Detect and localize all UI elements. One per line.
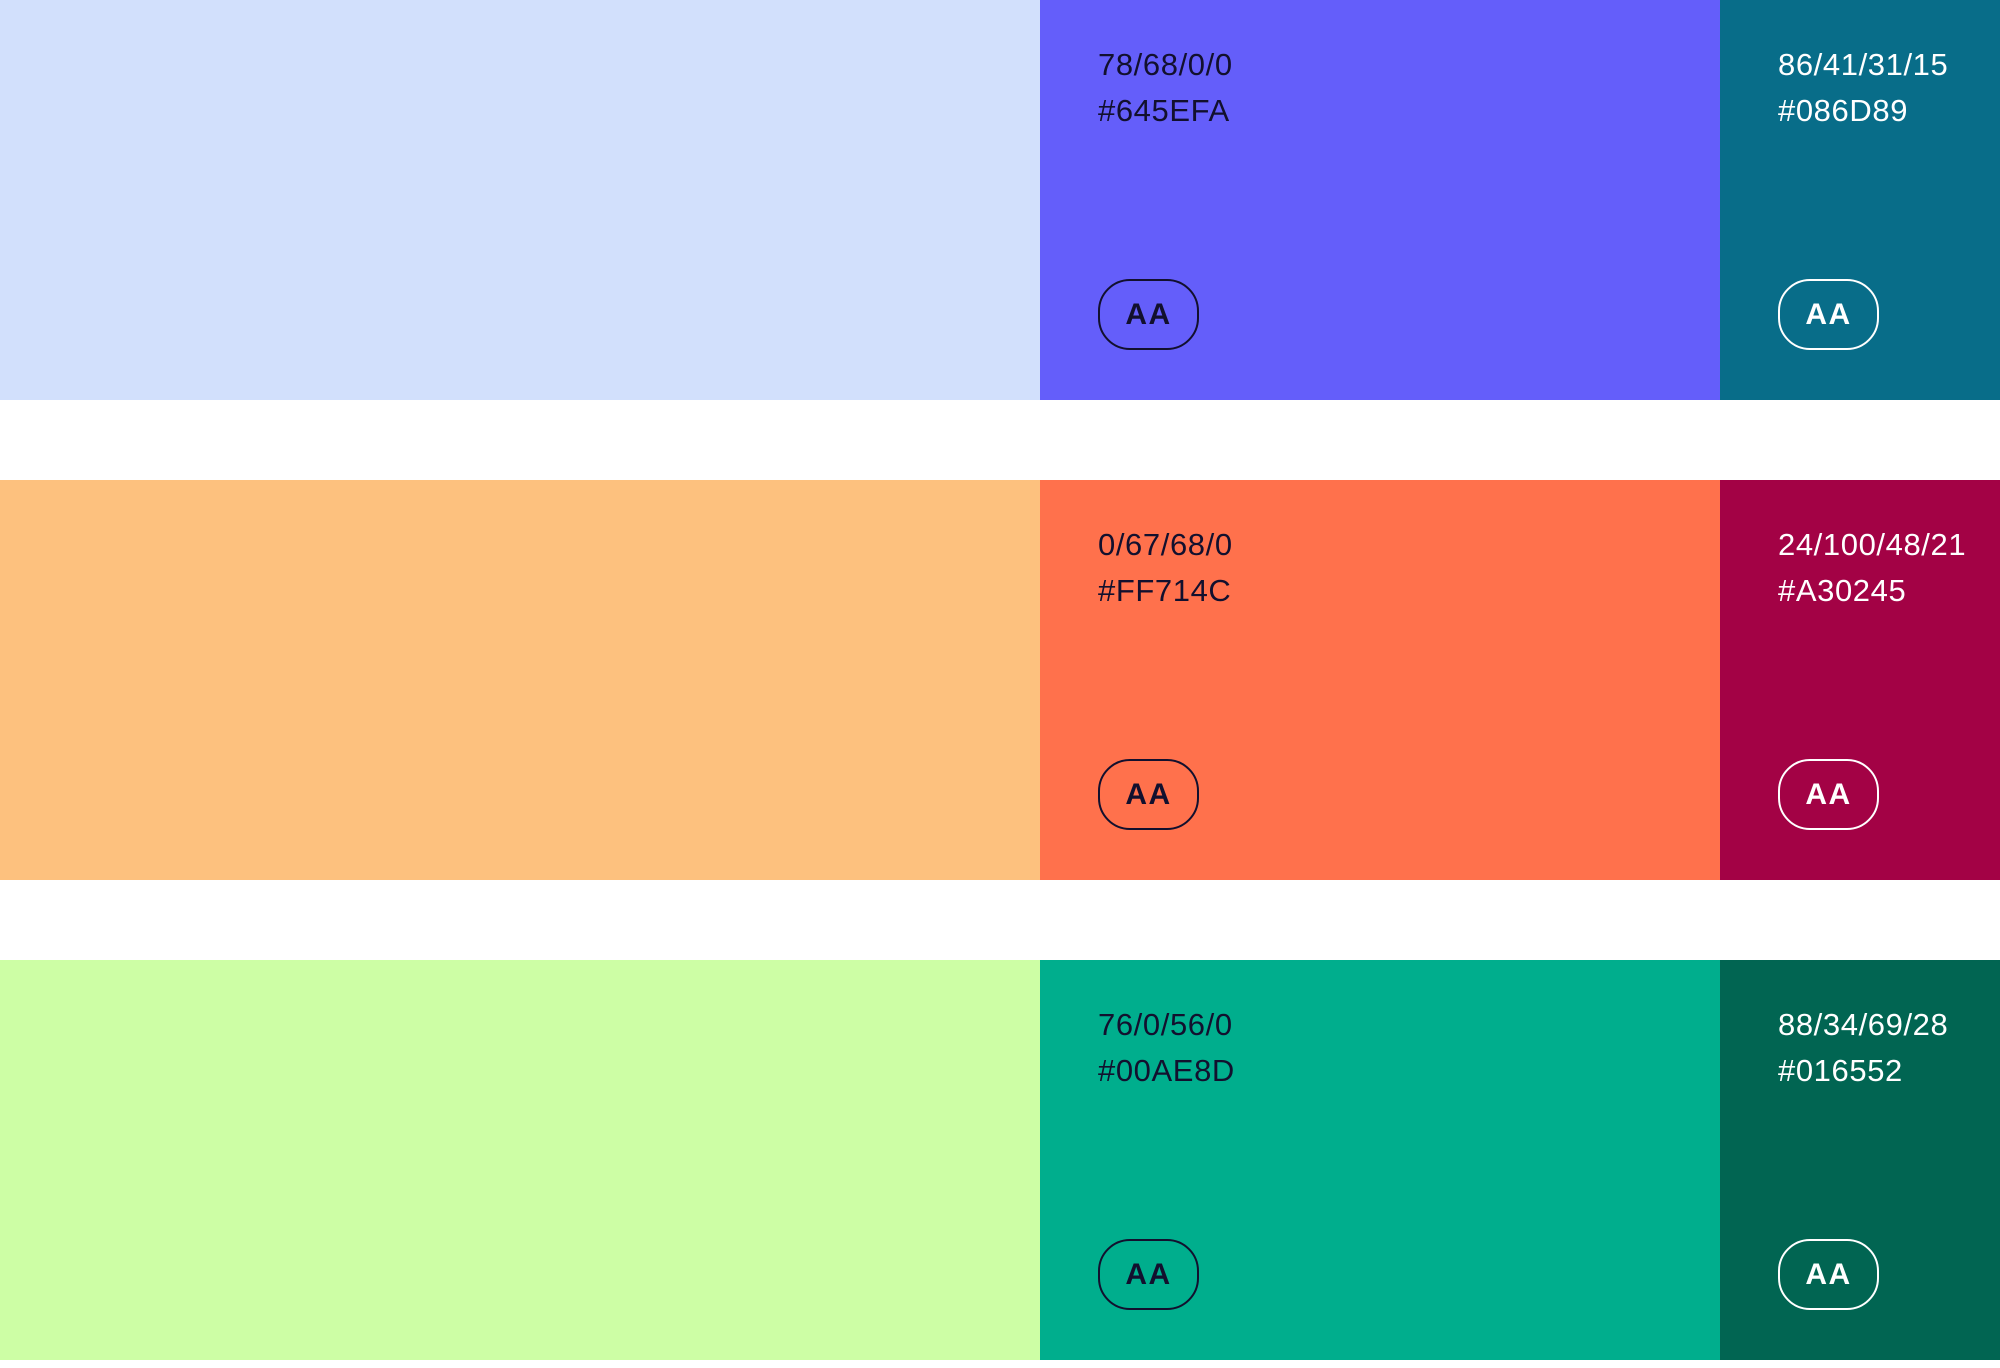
color-labels: 78/68/0/0 #645EFA [1098, 42, 1233, 134]
cmyk-value: 24/100/48/21 [1778, 527, 1967, 562]
tint-swatch [0, 960, 1040, 1360]
cmyk-value: 78/68/0/0 [1098, 47, 1233, 82]
tint-swatch [0, 0, 1040, 400]
hex-value: #A30245 [1778, 573, 1907, 608]
aa-contrast-badge: AA [1778, 279, 1879, 350]
cmyk-value: 76/0/56/0 [1098, 1007, 1233, 1042]
hex-value: #086D89 [1778, 93, 1909, 128]
deep-swatch: 86/41/31/15 #086D89 AA [1720, 0, 2000, 400]
cmyk-value: 88/34/69/28 [1778, 1007, 1949, 1042]
aa-contrast-badge: AA [1098, 1239, 1199, 1310]
palette-row-1: 78/68/0/0 #645EFA AA 86/41/31/15 #086D89… [0, 0, 2000, 400]
hex-value: #FF714C [1098, 573, 1232, 608]
aa-contrast-badge: AA [1098, 759, 1199, 830]
primary-swatch: 76/0/56/0 #00AE8D AA [1040, 960, 1720, 1360]
color-labels: 76/0/56/0 #00AE8D [1098, 1002, 1235, 1094]
deep-swatch: 88/34/69/28 #016552 AA [1720, 960, 2000, 1360]
color-labels: 24/100/48/21 #A30245 [1778, 522, 1966, 614]
palette-row-2: 0/67/68/0 #FF714C AA 24/100/48/21 #A3024… [0, 480, 2000, 880]
tint-swatch [0, 480, 1040, 880]
palette-row-3: 76/0/56/0 #00AE8D AA 88/34/69/28 #016552… [0, 960, 2000, 1360]
primary-swatch: 0/67/68/0 #FF714C AA [1040, 480, 1720, 880]
hex-value: #00AE8D [1098, 1053, 1235, 1088]
primary-swatch: 78/68/0/0 #645EFA AA [1040, 0, 1720, 400]
color-labels: 0/67/68/0 #FF714C [1098, 522, 1233, 614]
hex-value: #016552 [1778, 1053, 1903, 1088]
deep-swatch: 24/100/48/21 #A30245 AA [1720, 480, 2000, 880]
hex-value: #645EFA [1098, 93, 1230, 128]
aa-contrast-badge: AA [1778, 759, 1879, 830]
color-labels: 88/34/69/28 #016552 [1778, 1002, 1948, 1094]
color-labels: 86/41/31/15 #086D89 [1778, 42, 1948, 134]
aa-contrast-badge: AA [1098, 279, 1199, 350]
cmyk-value: 86/41/31/15 [1778, 47, 1949, 82]
cmyk-value: 0/67/68/0 [1098, 527, 1233, 562]
aa-contrast-badge: AA [1778, 1239, 1879, 1310]
